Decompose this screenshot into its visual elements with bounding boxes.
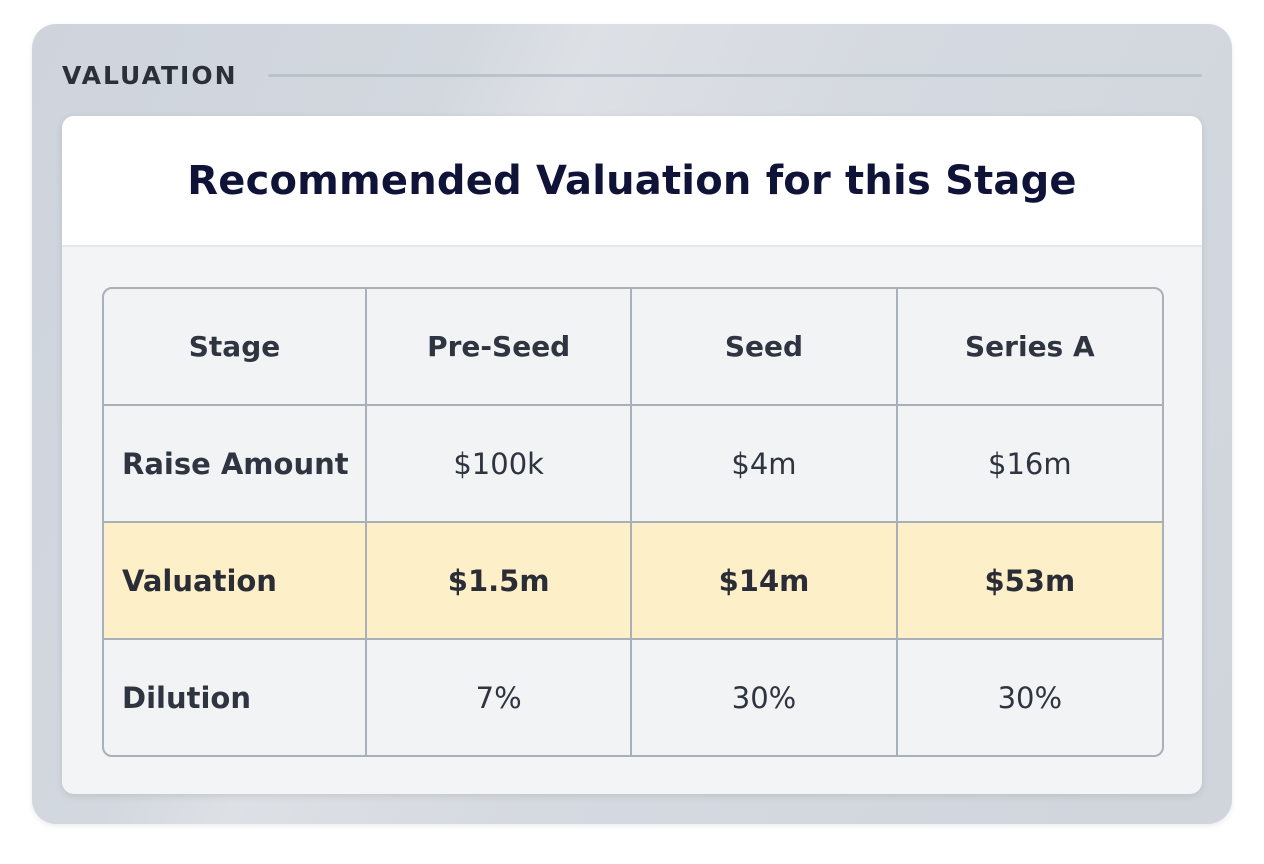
column-header-pre-seed: Pre-Seed: [364, 289, 633, 406]
cell-valuation-series-a: $53m: [895, 521, 1162, 640]
table-row-raise-amount: Raise Amount $100k $4m $16m: [104, 404, 1162, 523]
column-header-stage: Stage: [104, 289, 367, 406]
valuation-table: Stage Pre-Seed Seed Series A Raise Amoun…: [104, 289, 1162, 755]
valuation-table-container: Stage Pre-Seed Seed Series A Raise Amoun…: [102, 287, 1164, 757]
column-header-series-a: Series A: [895, 289, 1162, 406]
cell-dilution-series-a: 30%: [895, 638, 1162, 755]
table-header-row: Stage Pre-Seed Seed Series A: [104, 289, 1162, 406]
cell-raise-seed: $4m: [630, 404, 898, 523]
valuation-panel: VALUATION Recommended Valuation for this…: [32, 24, 1232, 824]
row-label-valuation: Valuation: [104, 521, 367, 640]
cell-dilution-pre-seed: 7%: [364, 638, 633, 755]
table-row-valuation: Valuation $1.5m $14m $53m: [104, 521, 1162, 640]
cell-dilution-seed: 30%: [630, 638, 898, 755]
cell-raise-pre-seed: $100k: [364, 404, 633, 523]
table-row-dilution: Dilution 7% 30% 30%: [104, 638, 1162, 755]
cell-raise-series-a: $16m: [895, 404, 1162, 523]
row-label-dilution: Dilution: [104, 638, 367, 755]
row-label-raise-amount: Raise Amount: [104, 404, 367, 523]
section-divider: [267, 73, 1202, 77]
card-title: Recommended Valuation for this Stage: [187, 157, 1077, 204]
column-header-seed: Seed: [630, 289, 898, 406]
valuation-card: Recommended Valuation for this Stage Sta…: [62, 116, 1202, 794]
card-header: Recommended Valuation for this Stage: [62, 116, 1202, 247]
section-label: VALUATION: [62, 60, 238, 90]
cell-valuation-seed: $14m: [630, 521, 898, 640]
section-header: VALUATION: [62, 60, 1202, 90]
cell-valuation-pre-seed: $1.5m: [364, 521, 633, 640]
